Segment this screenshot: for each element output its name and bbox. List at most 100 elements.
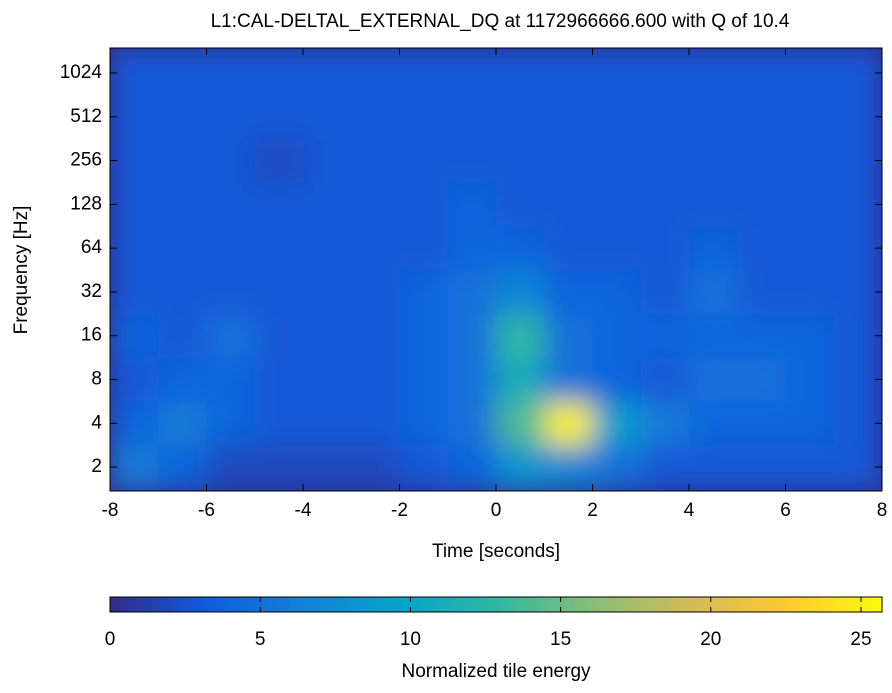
tile bbox=[110, 445, 159, 491]
tile bbox=[785, 94, 835, 140]
tile bbox=[640, 48, 690, 96]
tile bbox=[158, 94, 207, 140]
tile-layer bbox=[110, 48, 882, 491]
tile bbox=[399, 226, 449, 271]
tile bbox=[785, 48, 835, 96]
tile bbox=[158, 357, 207, 402]
tile bbox=[158, 269, 207, 315]
tile bbox=[592, 269, 642, 315]
tile bbox=[592, 182, 642, 227]
y-tick-label: 4 bbox=[91, 412, 102, 433]
tile bbox=[785, 445, 835, 491]
tile bbox=[833, 313, 882, 359]
colorbar-tick-label: 20 bbox=[700, 629, 721, 650]
tile bbox=[592, 138, 642, 183]
tile bbox=[737, 226, 786, 271]
tile bbox=[351, 182, 400, 227]
tile bbox=[544, 48, 593, 96]
tile bbox=[640, 182, 690, 227]
tile bbox=[254, 401, 304, 446]
tile bbox=[496, 138, 545, 183]
colorbar bbox=[109, 596, 883, 613]
y-tick-label: 256 bbox=[70, 150, 102, 171]
tile bbox=[110, 48, 159, 96]
tile bbox=[254, 269, 304, 315]
tile bbox=[399, 445, 449, 491]
tile bbox=[303, 445, 352, 491]
tile bbox=[544, 357, 593, 402]
tile bbox=[303, 313, 352, 359]
tile bbox=[592, 48, 642, 96]
tile bbox=[737, 182, 786, 227]
tile bbox=[158, 138, 207, 183]
tile bbox=[399, 94, 449, 140]
tile bbox=[351, 445, 400, 491]
tile bbox=[447, 445, 497, 491]
tile bbox=[544, 226, 593, 271]
y-tick-label: 16 bbox=[81, 325, 102, 346]
tile bbox=[544, 269, 593, 315]
tile bbox=[158, 226, 207, 271]
tile bbox=[110, 313, 159, 359]
tile bbox=[206, 269, 256, 315]
tile bbox=[351, 94, 400, 140]
x-axis-label: Time [seconds] bbox=[432, 541, 560, 562]
tile bbox=[399, 401, 449, 446]
tile bbox=[351, 269, 400, 315]
x-tick-label: 6 bbox=[780, 500, 791, 521]
colorbar-tick-label: 15 bbox=[550, 629, 571, 650]
tile bbox=[110, 138, 159, 183]
tile bbox=[640, 357, 690, 402]
tile bbox=[785, 182, 835, 227]
tile bbox=[737, 445, 786, 491]
tile bbox=[496, 94, 545, 140]
tiles bbox=[110, 48, 882, 491]
tile bbox=[206, 182, 256, 227]
tile bbox=[592, 445, 642, 491]
tile bbox=[592, 313, 642, 359]
tile bbox=[689, 357, 738, 402]
tile bbox=[399, 357, 449, 402]
tile bbox=[351, 401, 400, 446]
tile bbox=[399, 182, 449, 227]
y-tick-label: 2 bbox=[91, 456, 102, 477]
tile bbox=[254, 226, 304, 271]
tile bbox=[206, 357, 256, 402]
tile bbox=[399, 269, 449, 315]
y-tick-label: 512 bbox=[70, 106, 102, 127]
tile bbox=[303, 226, 352, 271]
tile bbox=[592, 94, 642, 140]
tile bbox=[158, 445, 207, 491]
tile bbox=[206, 445, 256, 491]
colorbar-label: Normalized tile energy bbox=[401, 661, 591, 682]
tile bbox=[496, 445, 545, 491]
colorbar-tick-label: 0 bbox=[105, 629, 116, 650]
tile bbox=[496, 269, 545, 315]
tile bbox=[785, 269, 835, 315]
tile bbox=[254, 48, 304, 96]
tile bbox=[544, 94, 593, 140]
tile bbox=[303, 269, 352, 315]
tile bbox=[447, 401, 497, 446]
colorbar-tick-label: 10 bbox=[400, 629, 421, 650]
tile bbox=[496, 182, 545, 227]
tile bbox=[158, 401, 207, 446]
tile bbox=[447, 226, 497, 271]
y-axis-label: Frequency [Hz] bbox=[11, 206, 32, 335]
tile bbox=[689, 445, 738, 491]
x-tick-label: 2 bbox=[587, 500, 598, 521]
tile bbox=[592, 401, 642, 446]
tile bbox=[110, 401, 159, 446]
tile bbox=[737, 138, 786, 183]
tile bbox=[351, 226, 400, 271]
tile bbox=[833, 94, 882, 140]
tile bbox=[592, 357, 642, 402]
tile bbox=[689, 94, 738, 140]
tile bbox=[351, 357, 400, 402]
x-tick-label: -4 bbox=[295, 500, 312, 521]
tile bbox=[206, 138, 256, 183]
tile bbox=[496, 401, 545, 446]
tile bbox=[640, 94, 690, 140]
tile bbox=[833, 48, 882, 96]
tile bbox=[785, 401, 835, 446]
